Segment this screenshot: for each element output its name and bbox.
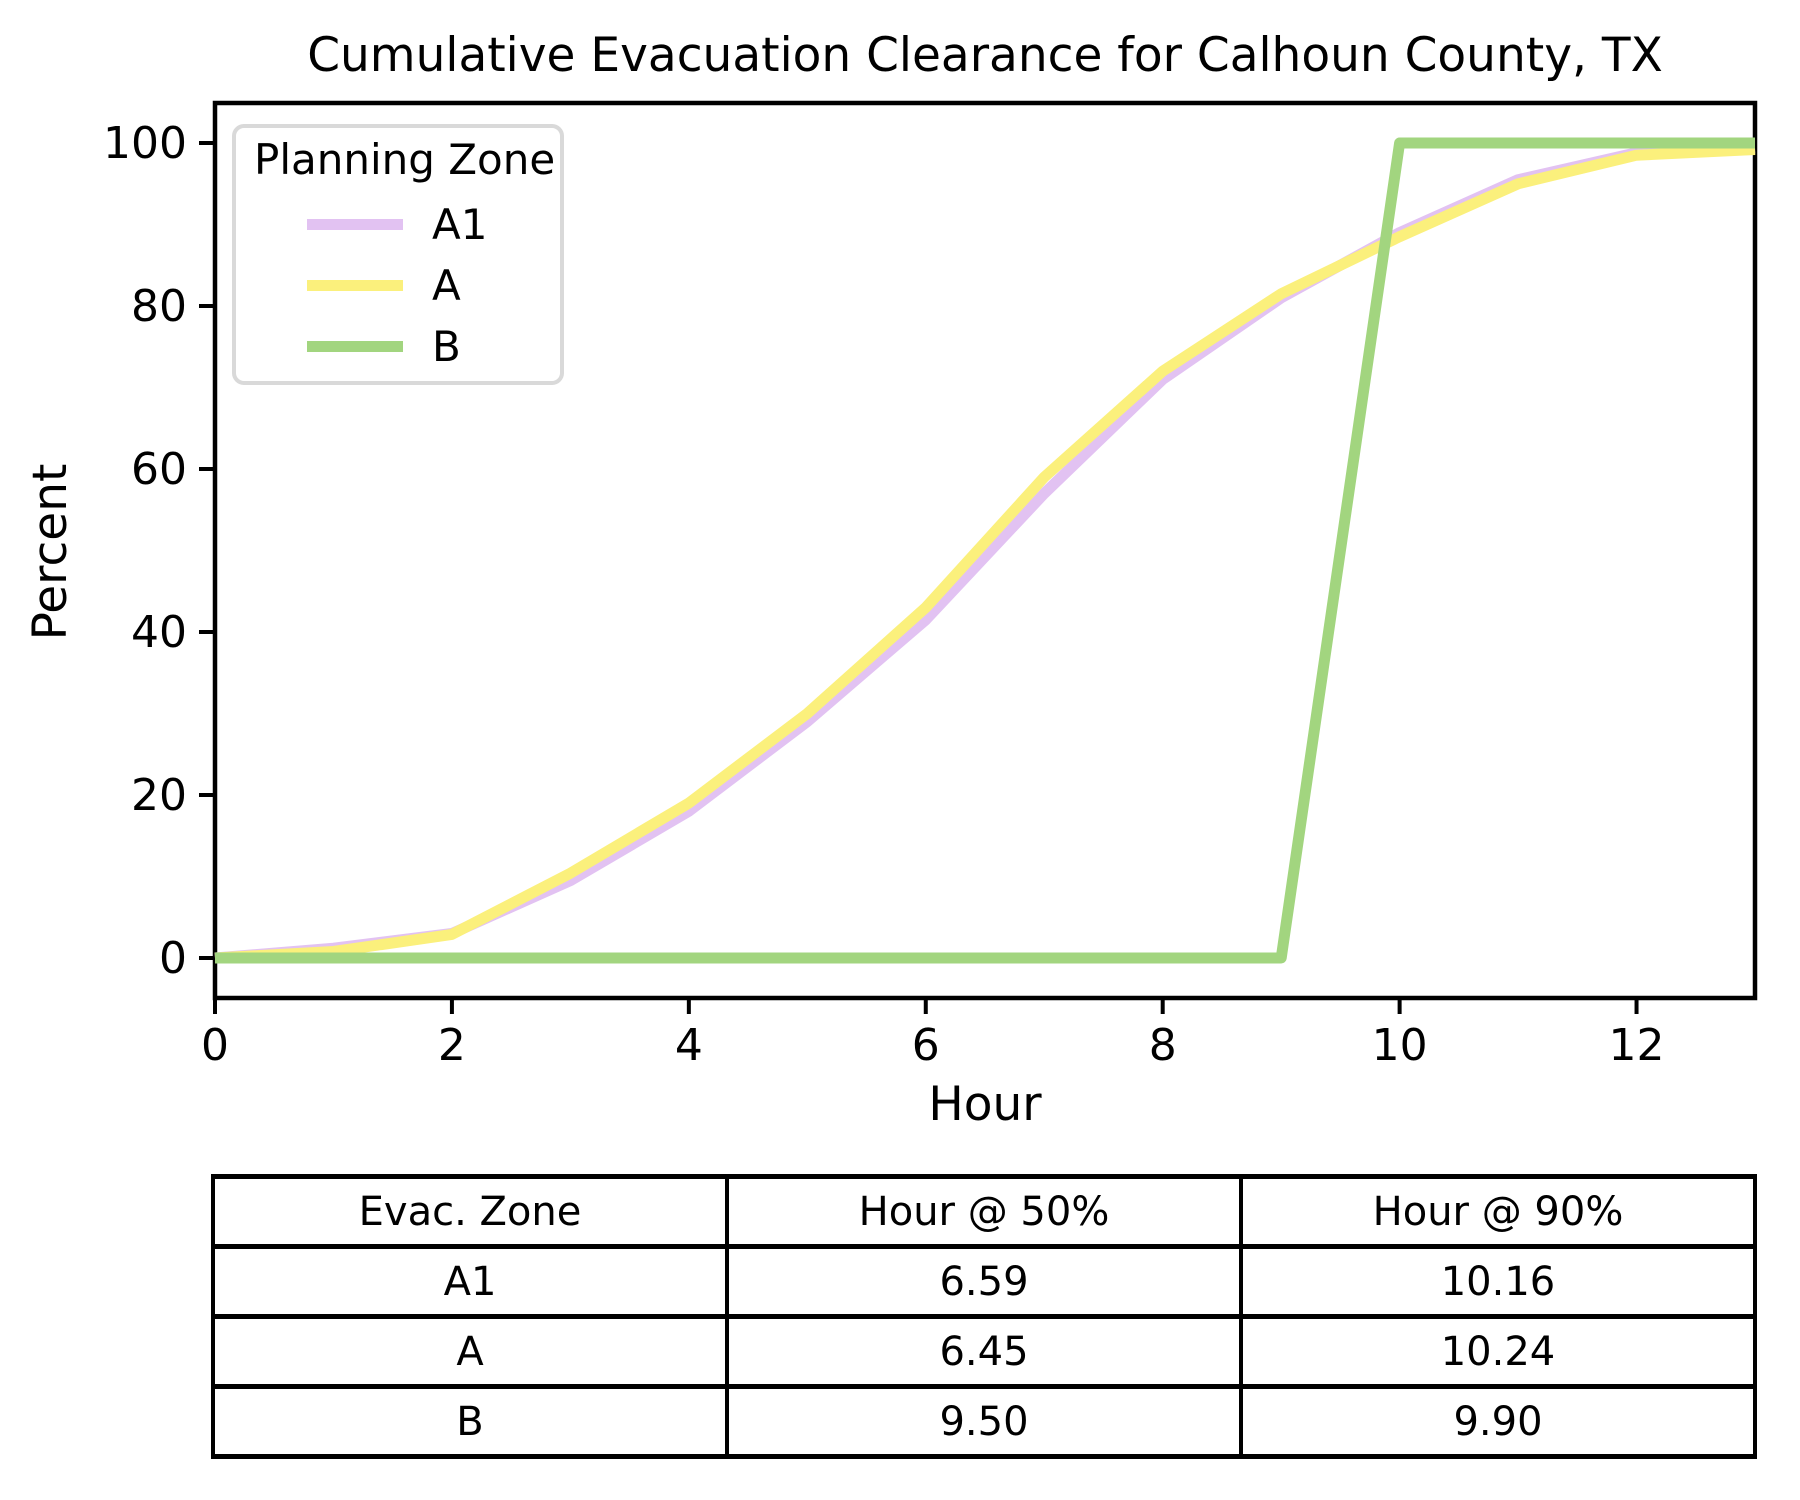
table-row: A 6.45 10.24 [211, 1314, 1757, 1389]
y-tick-label: 40 [131, 607, 187, 658]
legend-item-b: B [307, 316, 560, 377]
table-header-row: Evac. Zone Hour @ 50% Hour @ 90% [211, 1174, 1757, 1249]
x-tick-label: 0 [201, 1020, 229, 1071]
table-cell: A [211, 1314, 729, 1389]
legend-item-a1: A1 [307, 194, 560, 255]
table-header-cell: Hour @ 50% [725, 1174, 1243, 1249]
x-axis-label: Hour [928, 1077, 1042, 1132]
series-line-b [215, 137, 1755, 964]
legend-items: A1 A B [236, 194, 560, 377]
legend-title: Planning Zone [254, 135, 556, 184]
table-cell: 6.59 [725, 1244, 1243, 1319]
chart-title: Cumulative Evacuation Clearance for Calh… [307, 28, 1663, 83]
table-cell: B [211, 1384, 729, 1459]
x-tick-label: 6 [912, 1020, 940, 1071]
legend-swatch-a [307, 280, 403, 291]
series-lines [214, 137, 1756, 964]
y-tick-label: 100 [103, 118, 187, 169]
table-header-cell: Hour @ 90% [1239, 1174, 1757, 1249]
table-cell: 10.24 [1239, 1314, 1757, 1389]
x-tick-label: 4 [675, 1020, 703, 1071]
x-tick-label: 8 [1149, 1020, 1177, 1071]
y-tick-label: 0 [159, 933, 187, 984]
y-tick-label: 80 [131, 281, 187, 332]
legend-item-a: A [307, 255, 560, 316]
legend-swatch-a1 [307, 219, 403, 230]
legend-item-label: A1 [432, 199, 488, 249]
x-tick-label: 2 [438, 1020, 466, 1071]
legend-item-label: A [432, 260, 461, 310]
y-tick-label: 20 [131, 770, 187, 821]
clearance-stats-table: Evac. Zone Hour @ 50% Hour @ 90% A1 6.59 10.… [211, 1174, 1757, 1459]
y-tick-label: 60 [131, 444, 187, 495]
series-line-a [214, 144, 1756, 964]
table-cell: 10.16 [1239, 1244, 1757, 1319]
x-tick-label: 12 [1609, 1020, 1665, 1071]
table-cell: 9.90 [1239, 1384, 1757, 1459]
table-header-cell: Evac. Zone [211, 1174, 729, 1249]
table-cell: A1 [211, 1244, 729, 1319]
plot-frame [212, 100, 1758, 1001]
legend-item-label: B [432, 321, 461, 371]
legend: Planning Zone A1 A B [232, 124, 564, 385]
table-cell: 9.50 [725, 1384, 1243, 1459]
table-cell: 6.45 [725, 1314, 1243, 1389]
y-axis-ticks: 0 20 40 60 80 100 [103, 118, 215, 984]
y-axis-label: Percent [23, 464, 78, 641]
legend-swatch-b [307, 341, 403, 352]
table-row: A1 6.59 10.16 [211, 1244, 1757, 1319]
table-row: B 9.50 9.90 [211, 1384, 1757, 1459]
x-tick-label: 10 [1372, 1020, 1428, 1071]
x-axis-ticks: 0 2 4 6 8 10 12 [201, 998, 1665, 1071]
